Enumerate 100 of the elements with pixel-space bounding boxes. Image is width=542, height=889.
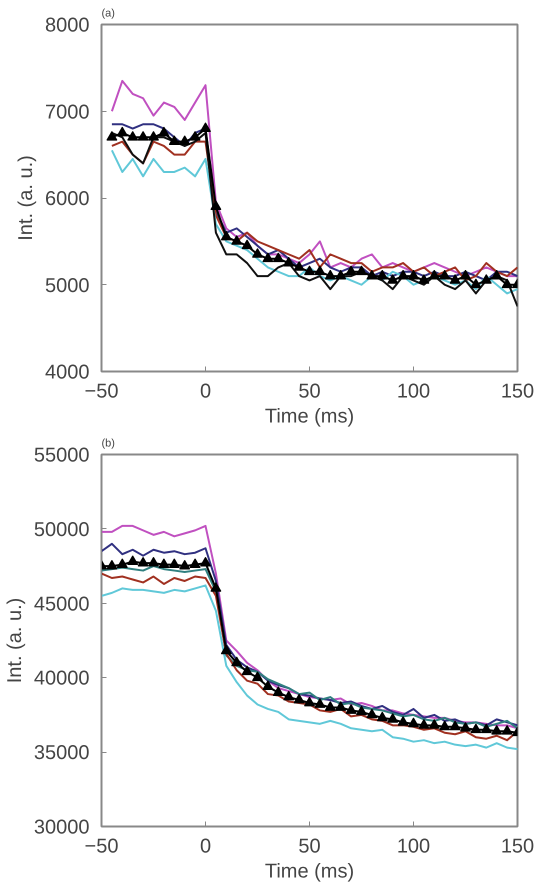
y-tick-label: 40000 (34, 668, 90, 690)
y-axis-title: Int. (a. u.) (4, 598, 26, 684)
point (428, 270, 440, 280)
point (502, 724, 513, 735)
point (314, 698, 326, 708)
y-tick-label: 45000 (34, 593, 90, 616)
point (376, 712, 388, 722)
point (127, 131, 138, 141)
point (220, 230, 232, 240)
point (272, 686, 284, 696)
point (294, 261, 305, 271)
point (398, 716, 409, 726)
point (460, 722, 471, 732)
point (418, 274, 430, 284)
point (387, 713, 398, 723)
chart-title: (a) (102, 8, 115, 20)
point (116, 558, 128, 568)
point (220, 644, 232, 654)
point (314, 265, 326, 276)
point (470, 724, 482, 734)
point (106, 131, 118, 141)
point (346, 704, 357, 714)
point (356, 706, 367, 716)
point (324, 270, 336, 280)
x-axis-title: Time (ms) (264, 406, 354, 428)
point (272, 252, 284, 262)
point (283, 256, 294, 266)
point (356, 265, 367, 276)
point (335, 701, 346, 711)
point (366, 270, 378, 280)
point (491, 270, 502, 280)
point (408, 270, 419, 280)
point (304, 265, 315, 276)
y-tick-label: 55000 (34, 444, 90, 466)
point (366, 708, 378, 718)
point (294, 694, 305, 704)
point (200, 556, 211, 567)
y-tick-label: 50000 (34, 518, 90, 541)
y-tick-label: 5000 (45, 274, 90, 297)
point (231, 235, 242, 245)
x-tick-label: 100 (396, 380, 430, 402)
point (242, 665, 253, 676)
x-tick-label: 50 (298, 380, 321, 402)
point (480, 724, 492, 734)
point (387, 274, 398, 284)
point (324, 701, 336, 711)
point (252, 671, 263, 682)
y-tick-label: 30000 (34, 816, 90, 838)
x-tick-label: 50 (298, 836, 321, 858)
point (231, 656, 242, 666)
point (179, 135, 190, 145)
point (252, 248, 263, 258)
point (450, 274, 461, 284)
point (116, 126, 128, 136)
point (398, 270, 409, 280)
point (439, 270, 450, 280)
y-tick-label: 7000 (45, 101, 90, 124)
point (168, 558, 180, 568)
point (439, 720, 450, 730)
point (450, 720, 461, 730)
point (127, 555, 138, 566)
point (335, 270, 346, 280)
point (138, 556, 149, 567)
x-tick-label: 100 (396, 836, 430, 858)
point (491, 724, 502, 735)
x-tick-label: −50 (84, 836, 118, 858)
y-tick-label: 8000 (45, 14, 90, 36)
point (210, 200, 222, 210)
x-axis-title: Time (ms) (264, 860, 354, 882)
y-tick-label: 4000 (45, 362, 90, 384)
point (158, 126, 170, 136)
point (148, 556, 159, 567)
y-axis-title: Int. (a. u.) (15, 155, 38, 241)
point (408, 718, 419, 728)
point (179, 560, 190, 570)
point (460, 270, 471, 280)
point (210, 582, 222, 592)
point (283, 690, 294, 700)
x-tick-label: −50 (84, 380, 118, 402)
point (346, 265, 357, 276)
point (502, 278, 513, 288)
point (190, 558, 201, 568)
point (190, 131, 201, 141)
point (262, 680, 274, 690)
x-tick-label: 0 (200, 836, 212, 858)
point (138, 131, 149, 141)
point (158, 558, 170, 568)
y-tick-label: 6000 (45, 188, 90, 210)
point (428, 719, 440, 729)
point (376, 270, 388, 280)
x-tick-label: 150 (500, 380, 534, 402)
point (262, 252, 274, 262)
point (418, 719, 430, 729)
point (106, 560, 118, 570)
point (304, 696, 315, 706)
chart-title: (b) (102, 438, 115, 450)
point (200, 122, 211, 132)
point (470, 278, 482, 288)
y-tick-label: 35000 (34, 742, 90, 764)
point (148, 131, 159, 141)
